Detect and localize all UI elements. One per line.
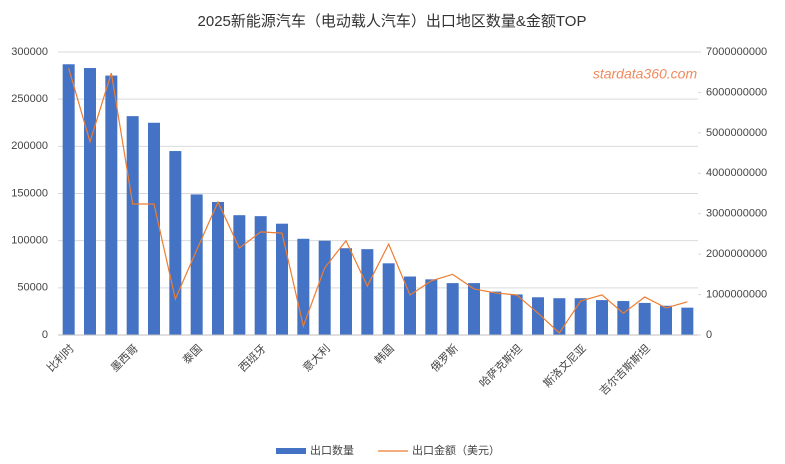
bar	[510, 294, 523, 335]
legend-swatch	[276, 448, 306, 454]
y-tick-label: 100000	[11, 235, 48, 247]
y-tick-label: 300000	[11, 46, 48, 58]
y2-tick-label: 1000000000	[706, 288, 767, 300]
bar	[126, 116, 139, 335]
x-tick-label: 哈萨克斯坦	[476, 341, 525, 390]
bar	[105, 75, 118, 335]
bar	[404, 276, 416, 335]
y2-tick-label: 4000000000	[706, 167, 767, 179]
y-tick-label: 50000	[17, 282, 48, 294]
x-tick-label: 吉尔吉斯斯坦	[596, 341, 653, 398]
y2-tick-label: 7000000000	[706, 46, 767, 58]
bar	[233, 215, 246, 335]
bar	[276, 223, 288, 335]
x-tick-label: 西班牙	[236, 342, 269, 375]
bar	[190, 194, 203, 335]
y2-tick-label: 5000000000	[706, 127, 767, 139]
x-tick-label: 斯洛文尼亚	[540, 341, 589, 390]
bar	[532, 297, 544, 335]
bar	[574, 298, 587, 335]
bar	[553, 298, 566, 335]
x-tick-label: 俄罗斯	[428, 342, 461, 375]
bar	[617, 301, 630, 335]
y2-tick-label: 6000000000	[706, 86, 767, 98]
chart-title: 2025新能源汽车（电动载人汽车）出口地区数量&金额TOP	[198, 13, 587, 30]
bar	[489, 291, 502, 335]
bar	[212, 201, 224, 335]
bar	[62, 64, 75, 335]
x-tick-label: 比利时	[44, 342, 77, 375]
y-tick-label: 250000	[11, 93, 48, 105]
y-tick-label: 150000	[11, 187, 48, 199]
x-tick-label: 泰国	[179, 341, 204, 366]
x-tick-label: 韩国	[371, 341, 396, 366]
y2-tick-label: 0	[706, 329, 712, 341]
bar	[84, 68, 96, 335]
legend-label: 出口数量	[310, 443, 354, 457]
y2-tick-label: 2000000000	[706, 248, 767, 260]
bar	[318, 240, 331, 335]
bar	[681, 307, 694, 335]
y-tick-label: 0	[42, 329, 48, 341]
y-tick-label: 200000	[11, 140, 48, 152]
bar	[596, 300, 608, 335]
bar	[169, 151, 182, 335]
x-tick-label: 意大利	[300, 341, 333, 374]
watermark: stardata360.com	[593, 66, 698, 82]
line	[68, 68, 688, 334]
bar	[148, 122, 160, 335]
y2-tick-label: 3000000000	[706, 208, 767, 220]
bar	[382, 263, 395, 335]
bar	[297, 238, 310, 335]
bar	[340, 248, 352, 335]
bar	[425, 279, 438, 335]
x-tick-label: 墨西哥	[108, 342, 141, 375]
legend-label: 出口金额（美元）	[412, 443, 500, 457]
bar	[660, 305, 672, 335]
bar	[446, 283, 459, 335]
bar	[638, 302, 651, 335]
bar	[254, 216, 267, 335]
bar	[361, 249, 374, 335]
bar	[468, 283, 480, 335]
